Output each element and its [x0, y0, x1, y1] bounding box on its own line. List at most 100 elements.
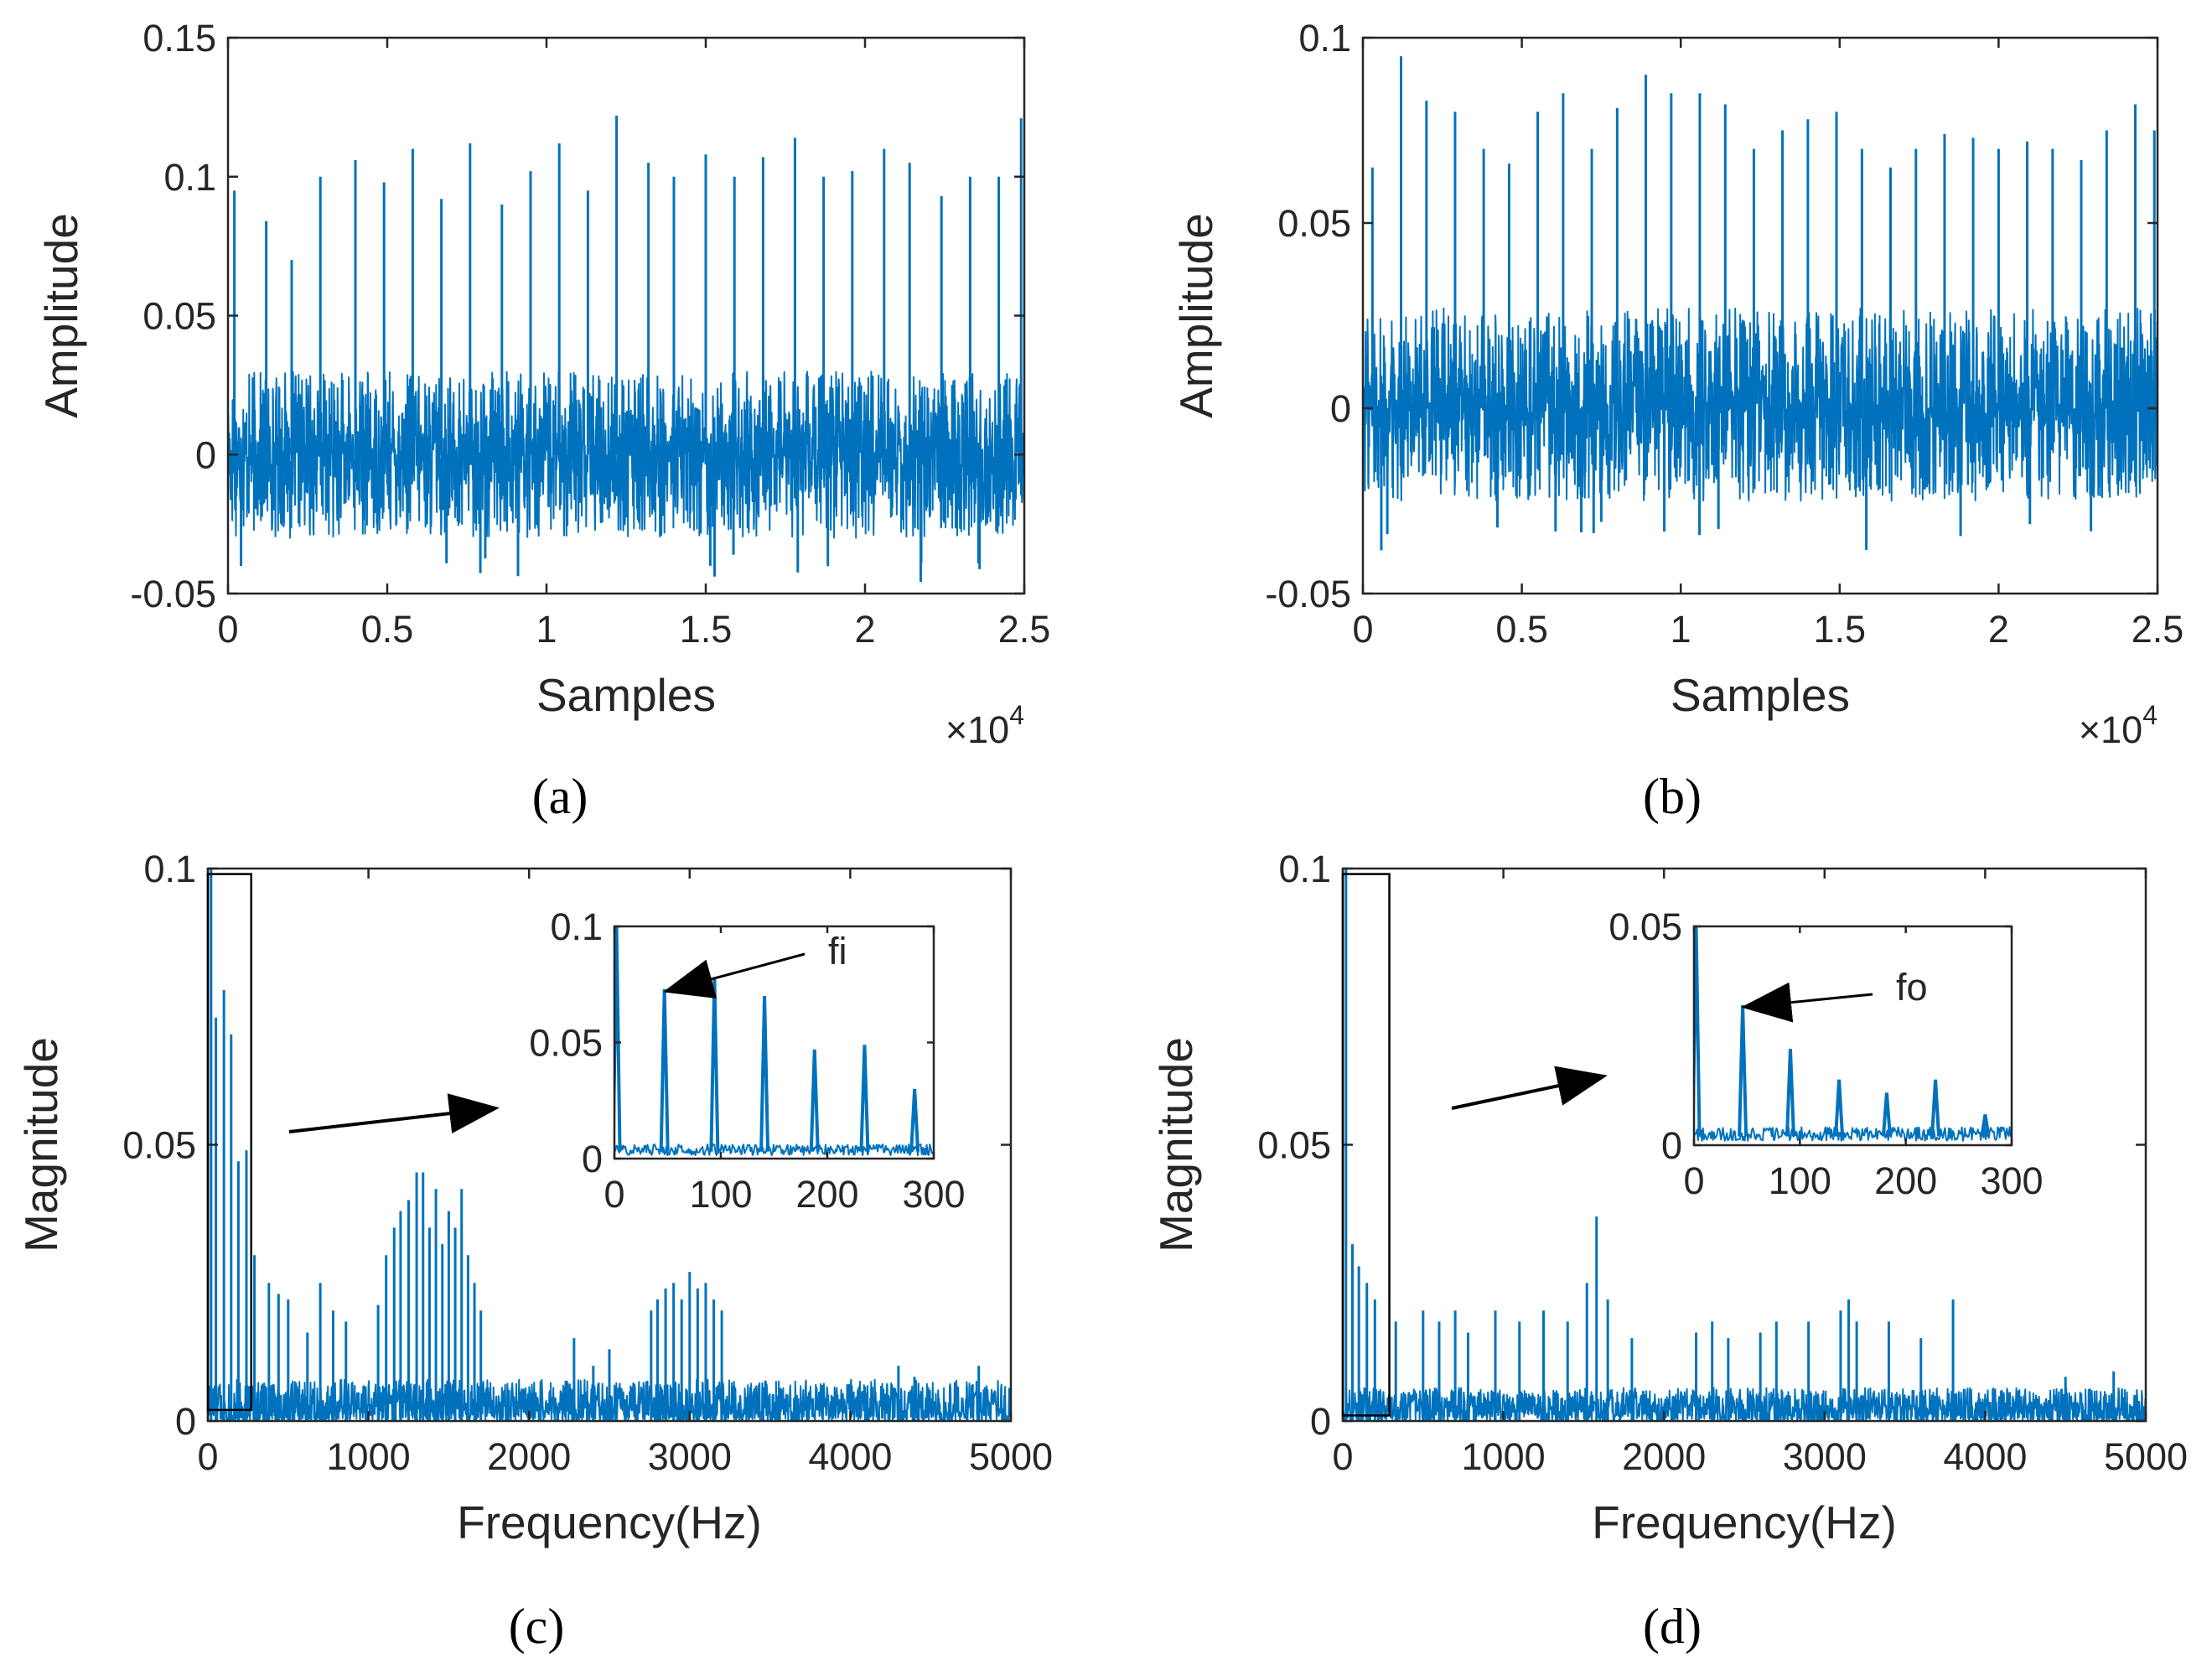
inset-peak [909, 1088, 920, 1152]
x-multiplier: ×104 [945, 700, 1024, 751]
y-axis-label: Magnitude [15, 1037, 67, 1252]
inset-plot-area [1694, 926, 2012, 1142]
inset-peak [809, 1049, 820, 1152]
inset-peak [1694, 926, 1702, 1137]
x-tick-label: 5000 [2104, 1435, 2188, 1478]
x-tick-label: 4000 [1943, 1435, 2027, 1478]
x-axis-label: Samples [1671, 669, 1850, 721]
inset-peak [1834, 1079, 1845, 1137]
y-tick-label: 0.15 [142, 17, 216, 60]
x-tick-label: 2000 [1622, 1435, 1706, 1478]
x-tick-label: 1.5 [1814, 608, 1867, 651]
panel-b: 0 0.5 1 1.5 2 2.5-0.0500.050.1SamplesAmplitud… [1170, 17, 2184, 824]
x-tick-label: 2.5 [2132, 608, 2184, 651]
y-tick-label: 0 [1330, 387, 1351, 430]
zoom-highlight-box [1341, 873, 1391, 1417]
panel-d: 0 1000 2000 3000 4000 500000.050.1Frequency(H… [1150, 848, 2188, 1654]
y-tick-label: 0 [195, 433, 216, 476]
x-tick-label: 3000 [648, 1435, 732, 1478]
x-tick-label: 300 [902, 1173, 965, 1216]
x-multiplier: ×104 [2079, 700, 2158, 751]
x-tick-label: 0 [1352, 608, 1373, 651]
annotation-arrow [1741, 982, 1873, 1023]
inset-c: 0 100 200 300 0 0.05 0.1 fi [529, 905, 965, 1216]
x-tick-label: 100 [689, 1173, 752, 1216]
inset-peak [759, 996, 770, 1152]
zoom-highlight-box [206, 873, 252, 1412]
zoom-arrow [1451, 1066, 1608, 1110]
y-tick-label: -0.05 [1265, 573, 1351, 615]
x-tick-label: 0.5 [361, 608, 414, 651]
inset-peak [1980, 1114, 1991, 1137]
y-tick-label: 0.05 [1257, 1124, 1331, 1167]
panel-a: 0 0.5 1 1.5 2 2.5-0.0500.050.10.15SamplesAmpl… [35, 17, 1050, 824]
x-tick-label: 300 [1980, 1159, 2043, 1202]
x-tick-label: 0 [197, 1435, 218, 1478]
inset-peak [1785, 1049, 1795, 1137]
inset-peak [859, 1045, 870, 1152]
y-tick-label: 0 [1310, 1400, 1331, 1443]
y-axis-label: Amplitude [1170, 213, 1222, 418]
y-axis-label: Amplitude [35, 213, 87, 418]
y-tick-label: 0.05 [1277, 202, 1351, 245]
panel-caption: (a) [532, 769, 588, 824]
x-tick-label: 200 [795, 1173, 858, 1216]
y-tick-label: 0.05 [142, 295, 216, 338]
y-tick-label: 0.05 [529, 1022, 603, 1065]
inset-frame [1692, 925, 2013, 1147]
x-tick-label: 1.5 [680, 608, 733, 651]
y-tick-label: -0.05 [130, 573, 216, 615]
plot-area [228, 115, 1024, 583]
inset-peak [614, 926, 622, 1152]
inset-spectrum-line [614, 1143, 934, 1156]
y-tick-label: 0.1 [1298, 17, 1351, 60]
y-axis-label: Magnitude [1150, 1037, 1202, 1252]
y-tick-label: 0 [1661, 1124, 1682, 1167]
panel-caption: (b) [1643, 769, 1702, 824]
zoom-arrow [288, 1093, 500, 1133]
axes-frame [1361, 36, 2159, 595]
x-tick-label: 2000 [487, 1435, 571, 1478]
x-axis-label: Samples [536, 669, 716, 721]
inset-peak [1930, 1079, 1941, 1137]
x-axis-label: Frequency(Hz) [1592, 1496, 1897, 1548]
y-tick-label: 0.1 [550, 905, 603, 948]
x-tick-label: 0 [604, 1173, 624, 1216]
panel-c: 0 1000 2000 3000 4000 500000.050.1Frequency(H… [15, 848, 1053, 1654]
x-tick-label: 1 [1671, 608, 1691, 651]
x-tick-label: 2 [854, 608, 875, 651]
annotation-label: fo [1896, 966, 1928, 1009]
y-tick-label: 0 [582, 1138, 603, 1180]
x-tick-label: 0 [217, 608, 238, 651]
inset-plot-area [614, 926, 934, 1156]
signal-line [1363, 307, 2158, 502]
x-tick-label: 0 [1683, 1159, 1704, 1202]
signal-line [228, 371, 1024, 539]
x-tick-label: 5000 [969, 1435, 1053, 1478]
x-tick-label: 2.5 [998, 608, 1051, 651]
y-tick-label: 0 [175, 1400, 196, 1443]
x-tick-label: 100 [1769, 1159, 1831, 1202]
plot-area [1363, 56, 2158, 551]
x-tick-label: 0.5 [1495, 608, 1548, 651]
plot-area [1343, 869, 2146, 1421]
plot-area [208, 869, 1011, 1421]
panel-caption: (c) [509, 1599, 565, 1654]
x-tick-label: 200 [1874, 1159, 1937, 1202]
panel-caption: (d) [1643, 1599, 1702, 1654]
y-tick-label: 0.1 [1278, 848, 1331, 890]
inset-d: 0 100 200 300 0 0.05 fo [1608, 905, 2043, 1202]
y-tick-label: 0.05 [1608, 905, 1682, 948]
annotation-label: fi [828, 930, 847, 972]
x-tick-label: 1000 [1462, 1435, 1546, 1478]
y-tick-label: 0.05 [122, 1124, 196, 1167]
x-tick-label: 1000 [327, 1435, 411, 1478]
y-tick-label: 0.1 [163, 156, 216, 199]
x-tick-label: 2 [1988, 608, 2009, 651]
y-tick-label: 0.1 [143, 848, 196, 890]
x-tick-label: 3000 [1783, 1435, 1867, 1478]
inset-peak [1881, 1092, 1892, 1137]
x-axis-label: Frequency(Hz) [457, 1496, 762, 1548]
x-tick-label: 0 [1332, 1435, 1353, 1478]
